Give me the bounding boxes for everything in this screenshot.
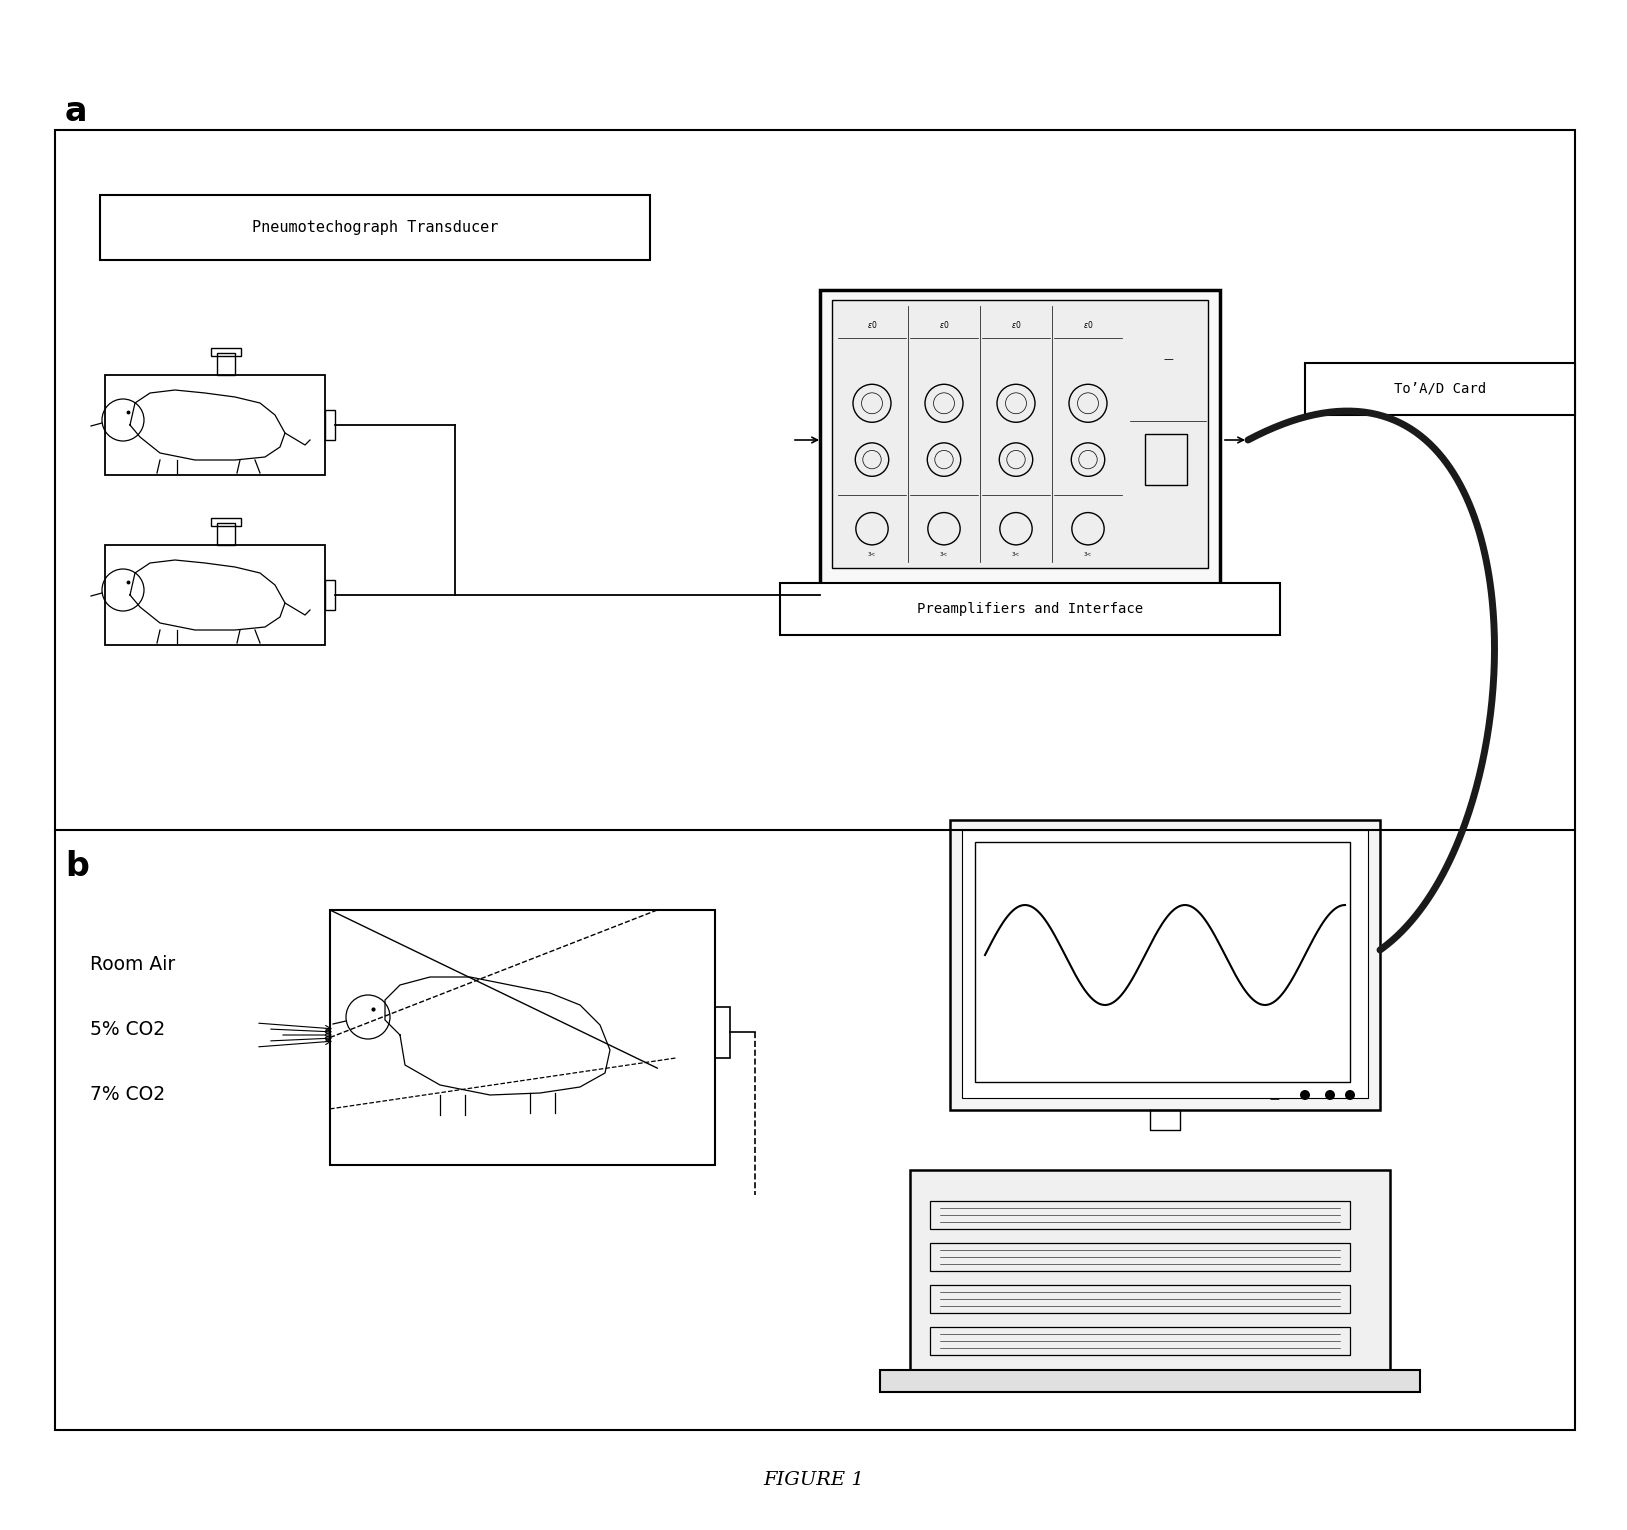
Bar (909, 1170, 1389, 1369)
Bar (325, 410, 335, 441)
Text: 3<: 3< (867, 552, 875, 557)
Text: 3<: 3< (940, 552, 949, 557)
Bar (840, 591, 861, 606)
Bar (831, 300, 1207, 568)
Text: Preamplifiers and Interface: Preamplifiers and Interface (918, 601, 1144, 617)
Bar (820, 291, 1220, 591)
Text: a: a (65, 95, 88, 129)
Circle shape (1346, 1089, 1355, 1100)
Bar (931, 1327, 1350, 1356)
Text: b: b (65, 851, 89, 883)
Bar (216, 523, 234, 545)
Text: Pneumotechograph Transducer: Pneumotechograph Transducer (252, 220, 498, 236)
Bar (99, 194, 651, 260)
Bar (55, 130, 1575, 1431)
Text: —: — (1163, 355, 1173, 364)
Bar (931, 1242, 1350, 1271)
Text: 5% CO2: 5% CO2 (89, 1021, 164, 1039)
Bar (106, 545, 325, 646)
Bar (975, 842, 1350, 1082)
Bar (714, 1007, 731, 1057)
Text: FIGURE 1: FIGURE 1 (763, 1470, 864, 1489)
Text: $\epsilon$0: $\epsilon$0 (867, 318, 877, 329)
Text: Room Air: Room Air (89, 955, 176, 975)
Text: —: — (1271, 1094, 1282, 1105)
Circle shape (1300, 1089, 1310, 1100)
Bar (931, 1285, 1350, 1313)
Bar (212, 519, 241, 526)
Bar (212, 347, 241, 356)
Text: $\epsilon$0: $\epsilon$0 (1082, 318, 1093, 329)
Circle shape (1324, 1089, 1336, 1100)
Bar (880, 1369, 1420, 1392)
Bar (779, 583, 1280, 635)
Text: 3<: 3< (1084, 552, 1092, 557)
Text: $\epsilon$0: $\epsilon$0 (939, 318, 949, 329)
Text: To’A/D Card: To’A/D Card (1394, 382, 1485, 396)
Bar (325, 580, 335, 610)
Bar (1145, 435, 1188, 485)
Bar (1305, 363, 1575, 415)
Bar (330, 910, 714, 1164)
Bar (962, 829, 1368, 1099)
Text: 7% CO2: 7% CO2 (89, 1085, 164, 1105)
Text: 3<: 3< (1012, 552, 1020, 557)
Bar (216, 353, 234, 375)
Bar (931, 1201, 1350, 1229)
Bar (950, 820, 1380, 1109)
Text: $\epsilon$0: $\epsilon$0 (1010, 318, 1022, 329)
Bar (106, 375, 325, 474)
Bar (1180, 591, 1201, 606)
